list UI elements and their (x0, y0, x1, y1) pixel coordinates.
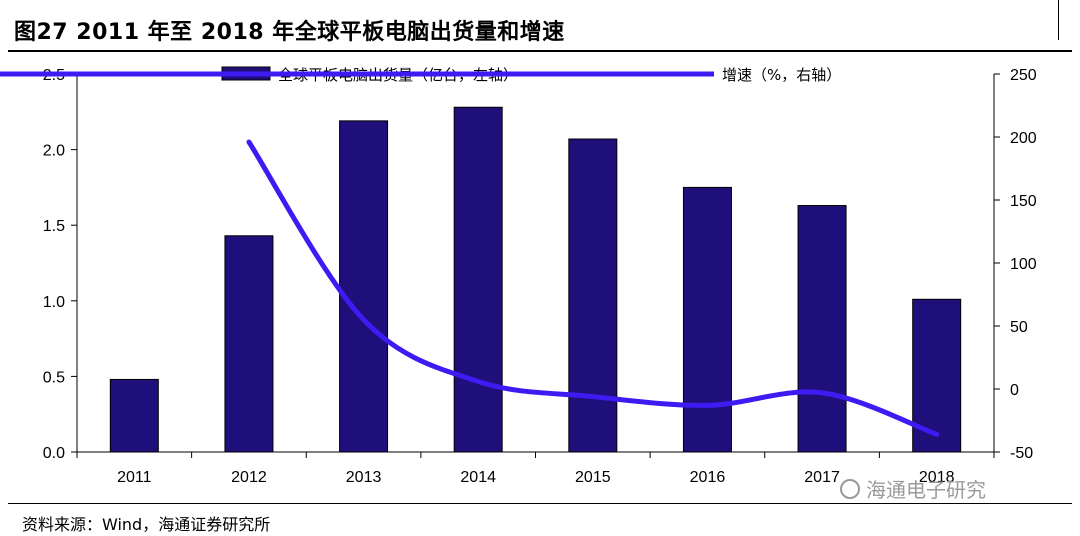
y-left-tick-label: 0.0 (43, 445, 65, 462)
x-tick-label: 2017 (804, 469, 840, 486)
y-right-tick-label: 200 (1010, 130, 1037, 147)
legend: 全球平板电脑出货量（亿台，左轴） 增速（%，右轴） (0, 66, 841, 84)
growth-line (246, 139, 940, 437)
tick-labels: 0.00.51.01.52.02.5-500501001502002502011… (43, 67, 1037, 486)
chart-title: 图27 2011 年至 2018 年全球平板电脑出货量和增速 (14, 20, 565, 45)
watermark-text: 海通电子研究 (866, 478, 986, 500)
y-right-tick-label: 250 (1010, 67, 1037, 84)
bar-series (109, 106, 962, 453)
x-tick-label: 2016 (690, 469, 726, 486)
x-tick-label: 2018 (919, 469, 955, 486)
y-right-tick-label: 0 (1010, 382, 1019, 399)
y-right-tick-label: 150 (1010, 193, 1037, 210)
x-tick-label: 2013 (346, 469, 382, 486)
y-left-tick-label: 0.5 (43, 369, 65, 386)
bar (797, 205, 847, 453)
y-right-tick-label: 50 (1010, 319, 1028, 336)
bar (224, 235, 274, 453)
line-series (246, 139, 940, 437)
header-edge-rule (1058, 0, 1059, 40)
x-tick-label: 2014 (460, 469, 496, 486)
bar (682, 186, 732, 453)
bar (453, 106, 503, 453)
y-left-tick-label: 1.0 (43, 294, 65, 311)
chart: 0.00.51.01.52.02.5-500501001502002502011… (0, 66, 1037, 500)
legend-line-label: 增速（%，右轴） (722, 66, 841, 84)
x-tick-label: 2011 (117, 469, 152, 486)
title-rule (8, 50, 1072, 52)
y-left-tick-label: 1.5 (43, 218, 65, 235)
y-left-tick-label: 2.0 (43, 143, 65, 160)
watermark: 海通电子研究 (840, 478, 986, 500)
bar (568, 138, 618, 453)
bar (339, 120, 389, 453)
x-tick-label: 2015 (575, 469, 611, 486)
wechat-icon (840, 479, 860, 499)
bar (109, 378, 159, 453)
bottom-rule (8, 503, 1072, 504)
x-tick-label: 2012 (231, 469, 267, 486)
source-note: 资料来源：Wind，海通证券研究所 (22, 515, 271, 534)
y-right-tick-label: -50 (1010, 445, 1033, 462)
y-right-tick-label: 100 (1010, 256, 1037, 273)
